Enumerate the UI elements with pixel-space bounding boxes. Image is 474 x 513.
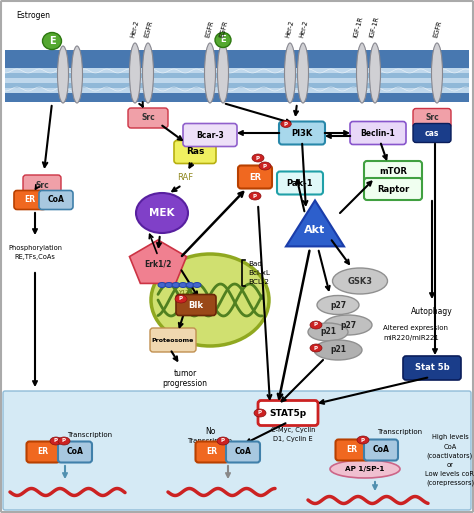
- Ellipse shape: [332, 268, 388, 294]
- Ellipse shape: [298, 43, 309, 103]
- Ellipse shape: [165, 283, 173, 287]
- Text: PI3K: PI3K: [292, 128, 313, 137]
- Polygon shape: [129, 240, 187, 283]
- Text: p27: p27: [340, 321, 356, 329]
- Ellipse shape: [317, 295, 359, 314]
- Text: or: or: [447, 462, 454, 468]
- FancyBboxPatch shape: [5, 78, 469, 83]
- Text: Transcription: Transcription: [377, 429, 422, 435]
- Text: cas: cas: [425, 128, 439, 137]
- Ellipse shape: [310, 321, 322, 329]
- Text: GSK3: GSK3: [347, 277, 373, 286]
- Ellipse shape: [58, 437, 70, 445]
- Text: mTOR: mTOR: [379, 168, 407, 176]
- Text: P: P: [256, 155, 260, 161]
- Text: E: E: [220, 35, 226, 45]
- FancyBboxPatch shape: [5, 50, 469, 68]
- FancyBboxPatch shape: [195, 442, 228, 463]
- Text: ER: ER: [37, 447, 48, 457]
- Text: p21: p21: [320, 327, 336, 337]
- FancyBboxPatch shape: [279, 122, 325, 145]
- Ellipse shape: [254, 409, 266, 417]
- Text: p27: p27: [330, 301, 346, 309]
- Text: CoA: CoA: [443, 444, 456, 450]
- Ellipse shape: [136, 193, 188, 233]
- Text: Transcription: Transcription: [67, 432, 112, 438]
- FancyBboxPatch shape: [5, 73, 469, 78]
- Text: P: P: [284, 122, 288, 127]
- FancyBboxPatch shape: [176, 294, 216, 315]
- FancyBboxPatch shape: [364, 178, 422, 200]
- Text: P: P: [263, 164, 267, 168]
- Text: Y123: Y123: [178, 289, 192, 294]
- Ellipse shape: [249, 192, 261, 200]
- FancyBboxPatch shape: [3, 391, 471, 510]
- Text: EGFR: EGFR: [219, 19, 229, 38]
- Text: D1, Cyclin E: D1, Cyclin E: [273, 436, 313, 442]
- Text: EGFR: EGFR: [144, 19, 154, 38]
- Polygon shape: [286, 201, 344, 246]
- Text: ER: ER: [249, 172, 261, 182]
- Text: Beclin-1: Beclin-1: [361, 128, 395, 137]
- Text: tumor: tumor: [173, 368, 197, 378]
- Text: C-Myc, Cyclin: C-Myc, Cyclin: [271, 427, 315, 433]
- FancyBboxPatch shape: [14, 190, 46, 209]
- Text: ER: ER: [25, 195, 36, 205]
- Text: EGFR: EGFR: [205, 19, 215, 38]
- Text: Src: Src: [425, 113, 439, 123]
- Text: P: P: [314, 323, 318, 327]
- Ellipse shape: [310, 344, 322, 352]
- Text: Autophagy: Autophagy: [411, 307, 453, 317]
- Text: RE,TFs,CoAs: RE,TFs,CoAs: [15, 254, 55, 260]
- Text: High levels: High levels: [432, 434, 468, 440]
- Text: IGF-1R: IGF-1R: [368, 15, 380, 38]
- Ellipse shape: [281, 121, 291, 128]
- Text: Phosphorylation: Phosphorylation: [8, 245, 62, 251]
- Ellipse shape: [72, 46, 82, 103]
- Ellipse shape: [158, 283, 166, 287]
- Text: CoA: CoA: [373, 445, 390, 455]
- Text: CoA: CoA: [66, 447, 83, 457]
- Ellipse shape: [129, 43, 140, 103]
- Text: Stat 5b: Stat 5b: [415, 364, 449, 372]
- Text: P: P: [54, 439, 58, 444]
- FancyBboxPatch shape: [350, 122, 406, 145]
- Ellipse shape: [215, 32, 231, 48]
- FancyBboxPatch shape: [5, 83, 469, 88]
- Ellipse shape: [179, 283, 187, 287]
- Text: STAT5p: STAT5p: [269, 408, 307, 418]
- Text: (coactivators): (coactivators): [427, 453, 473, 459]
- FancyBboxPatch shape: [5, 68, 469, 73]
- Ellipse shape: [370, 43, 381, 103]
- Text: P: P: [361, 438, 365, 443]
- Text: Bad: Bad: [248, 261, 262, 267]
- Ellipse shape: [308, 323, 348, 341]
- Text: Blk: Blk: [189, 301, 203, 309]
- Text: P: P: [258, 410, 262, 416]
- Ellipse shape: [204, 43, 216, 103]
- Text: miR220/miR221: miR220/miR221: [383, 335, 439, 341]
- Text: P: P: [62, 439, 66, 444]
- Text: Bcar-3: Bcar-3: [196, 130, 224, 140]
- Text: Estrogen: Estrogen: [16, 11, 50, 21]
- Ellipse shape: [314, 340, 362, 360]
- Ellipse shape: [218, 43, 228, 103]
- Text: CoA: CoA: [235, 447, 251, 457]
- Text: Erk1/2: Erk1/2: [144, 260, 172, 268]
- Ellipse shape: [324, 315, 372, 335]
- FancyBboxPatch shape: [403, 356, 461, 380]
- FancyBboxPatch shape: [5, 93, 469, 98]
- Text: AP 1/SP-1: AP 1/SP-1: [346, 466, 385, 472]
- FancyBboxPatch shape: [174, 141, 216, 164]
- Ellipse shape: [431, 43, 443, 103]
- Text: Transcription: Transcription: [187, 438, 233, 444]
- Text: P: P: [253, 193, 257, 199]
- Text: (corepressors): (corepressors): [426, 480, 474, 486]
- Text: MEK: MEK: [149, 208, 175, 218]
- Ellipse shape: [151, 254, 269, 346]
- FancyBboxPatch shape: [58, 442, 92, 463]
- Text: ER: ER: [207, 447, 218, 457]
- Text: Raptor: Raptor: [377, 185, 409, 193]
- Text: Ras: Ras: [186, 148, 204, 156]
